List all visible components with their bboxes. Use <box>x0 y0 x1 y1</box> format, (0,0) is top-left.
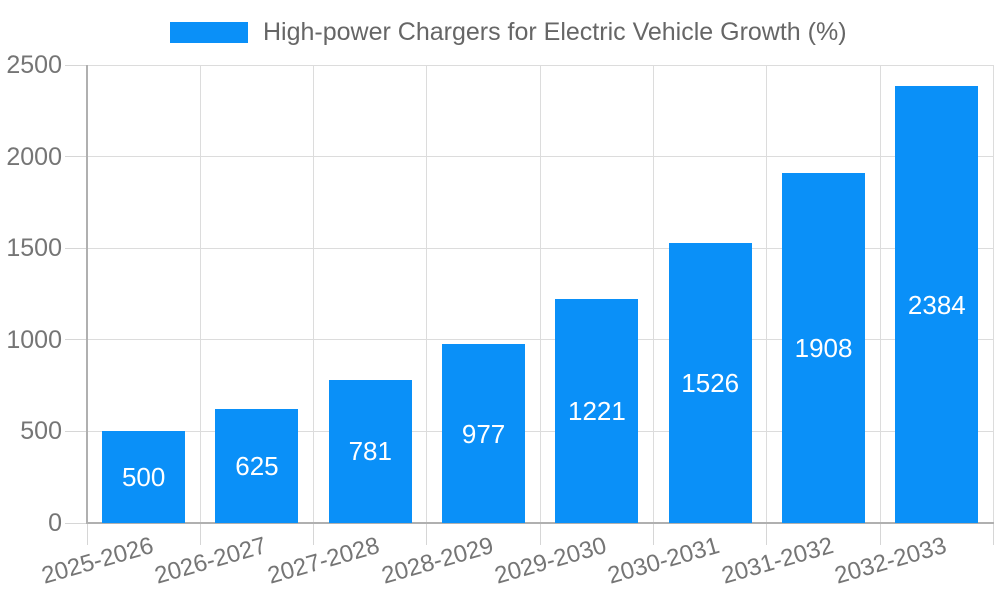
gridline-vertical <box>766 65 768 523</box>
y-axis-label: 2000 <box>6 142 62 171</box>
x-axis-line <box>87 522 994 524</box>
y-axis-label: 1500 <box>6 234 62 263</box>
bar[interactable] <box>442 344 526 523</box>
x-axis-tick <box>539 523 541 545</box>
x-axis-tick <box>993 523 994 545</box>
y-axis-label: 1000 <box>6 325 62 354</box>
y-axis-tick <box>65 430 87 432</box>
bar[interactable] <box>215 408 299 523</box>
x-axis-tick <box>879 523 881 545</box>
bar[interactable] <box>328 379 412 523</box>
y-axis-tick <box>65 522 87 524</box>
gridline-vertical <box>879 65 881 523</box>
y-axis-label: 500 <box>20 417 62 446</box>
chart-legend[interactable]: High-power Chargers for Electric Vehicle… <box>170 14 847 50</box>
y-axis-tick <box>65 339 87 341</box>
bar[interactable] <box>782 173 866 523</box>
x-axis-tick <box>426 523 428 545</box>
x-axis-label: 2032-2033 <box>831 532 950 590</box>
x-axis-label: 2025-2026 <box>38 532 157 590</box>
x-axis-label: 2026-2027 <box>151 532 270 590</box>
x-axis-tick <box>766 523 768 545</box>
gridline-vertical <box>993 65 994 523</box>
x-axis-tick <box>653 523 655 545</box>
gridline-vertical <box>199 65 201 523</box>
x-axis-label: 2027-2028 <box>264 532 383 590</box>
legend-label: High-power Chargers for Electric Vehicle… <box>263 17 847 46</box>
y-axis-line <box>86 65 88 524</box>
bar[interactable] <box>555 299 639 523</box>
x-axis-label: 2031-2032 <box>718 532 836 590</box>
y-axis-tick <box>65 247 87 249</box>
gridline-vertical <box>653 65 655 523</box>
x-axis-label: 2029-2030 <box>491 532 610 590</box>
x-axis-tick <box>199 523 201 545</box>
y-axis-label: 2500 <box>6 51 62 79</box>
bar[interactable] <box>895 86 979 523</box>
y-axis-label: 0 <box>48 509 62 537</box>
y-axis-tick <box>65 64 87 66</box>
bar[interactable] <box>668 243 752 523</box>
y-axis-tick <box>65 156 87 158</box>
bar[interactable] <box>102 431 186 523</box>
legend-swatch-icon <box>170 21 248 43</box>
x-axis-label: 2030-2031 <box>604 532 723 590</box>
gridline-vertical <box>313 65 315 523</box>
x-axis-tick <box>86 523 88 545</box>
gridline-vertical <box>426 65 428 523</box>
gridline-vertical <box>539 65 541 523</box>
x-axis-label: 2028-2029 <box>378 532 497 590</box>
x-axis-tick <box>313 523 315 545</box>
